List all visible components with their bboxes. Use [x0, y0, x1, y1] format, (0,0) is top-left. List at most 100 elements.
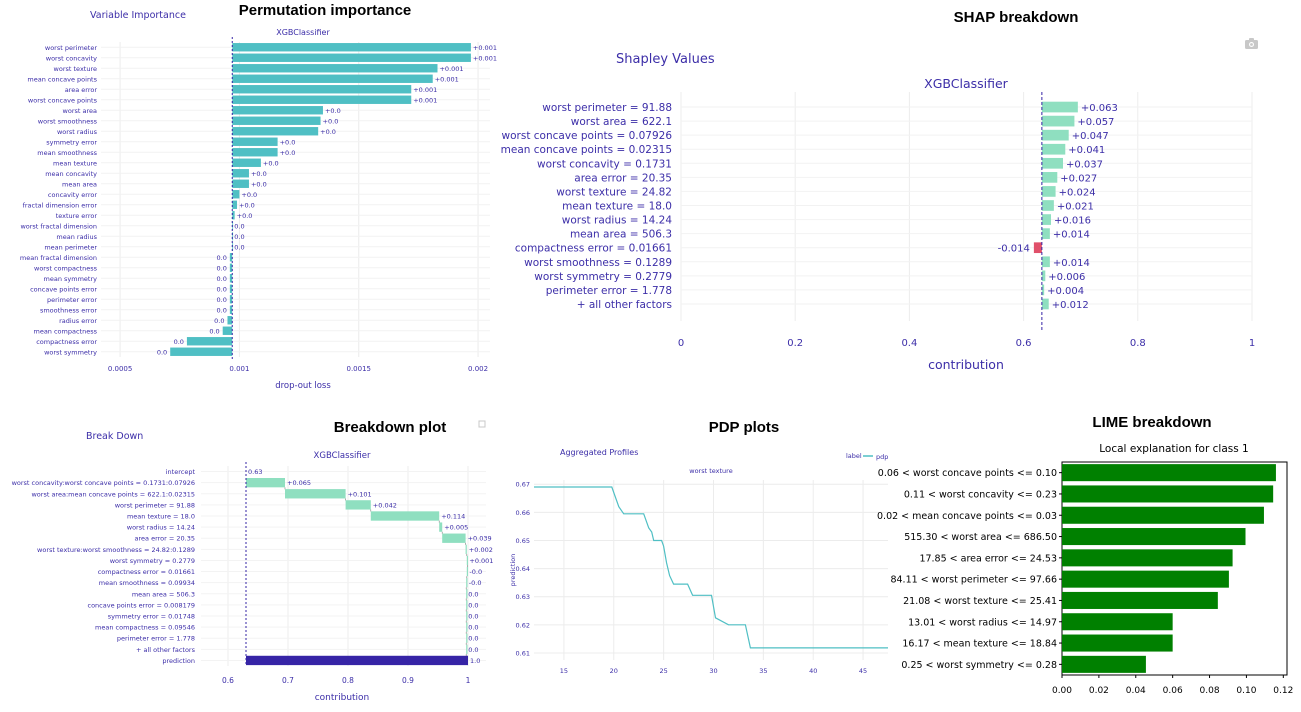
data-label: +0.063 — [1081, 103, 1118, 114]
data-label: +0.065 — [287, 479, 311, 487]
data-label: -0.0 — [469, 579, 482, 587]
bar — [232, 137, 278, 146]
y-tick-label: worst radius — [57, 128, 98, 136]
y-tick-label: worst concavity:worst concave points = 0… — [12, 479, 195, 487]
y-tick-label: prediction — [162, 657, 195, 665]
data-label: +0.057 — [1077, 117, 1114, 128]
bar — [442, 533, 466, 543]
modebar-icon[interactable] — [478, 420, 486, 428]
bar — [1041, 284, 1045, 296]
data-label: +0.016 — [1054, 216, 1091, 227]
x-tick-label: 0.12 — [1273, 686, 1293, 696]
plot-frame — [1061, 461, 1288, 676]
y-tick-label: mean symmetry — [44, 275, 98, 283]
data-label: 0.0 — [468, 646, 478, 654]
y-tick-label: worst concave points — [28, 96, 98, 104]
x-tick-label: 1 — [1249, 338, 1255, 349]
data-label: +0.0 — [237, 212, 253, 220]
data-label: +0.024 — [1059, 187, 1096, 198]
data-label: 0.0 — [157, 348, 167, 356]
y-tick-label: fractal dimension error — [23, 201, 98, 209]
data-label: 0.0 — [217, 296, 227, 304]
y-tick-label: concavity error — [48, 191, 97, 199]
data-label: +0.114 — [441, 513, 465, 521]
bar — [232, 200, 238, 209]
data-label: +0.0 — [251, 180, 267, 188]
data-label: 0.0 — [217, 275, 227, 283]
data-label: +0.101 — [348, 490, 372, 498]
y-tick-label: area error — [65, 86, 98, 94]
data-label: -0.014 — [998, 244, 1030, 255]
y-tick-label: mean smoothness = 0.09934 — [99, 579, 195, 587]
x-tick-label: 35 — [759, 667, 767, 675]
bar — [232, 74, 433, 83]
x-tick-label: 0.04 — [1126, 686, 1146, 696]
lime-chart: 0.00 0.02 0.04 0.06 0.08 0.10 0.12 0.06 < worst… — [877, 443, 1293, 696]
y-tick-label: 0.62 — [516, 621, 530, 629]
data-label: 0.0 — [468, 613, 478, 621]
bar — [1041, 143, 1066, 155]
chart-subtitle: worst texture — [689, 467, 732, 475]
bar — [229, 305, 233, 314]
data-label: -0.0 — [469, 568, 482, 576]
data-label: 0.0 — [468, 624, 478, 632]
x-tick-label: 0.9 — [402, 676, 414, 685]
y-tick-label: worst symmetry = 0.2779 — [534, 271, 672, 283]
data-label: +0.042 — [373, 501, 397, 509]
bar — [345, 500, 371, 510]
y-tick-label: 0.63 — [516, 593, 530, 601]
y-tick-label: mean area — [62, 180, 97, 188]
y-tick-label: mean fractal dimension — [20, 254, 97, 262]
data-label: +0.0 — [280, 149, 296, 157]
y-tick-label: mean concave points = 0.02315 — [501, 144, 672, 156]
chart-title: Aggregated Profiles — [560, 448, 638, 457]
bar — [170, 347, 233, 356]
y-tick-label: perimeter error = 1.778 — [546, 285, 672, 297]
data-label: +0.005 — [444, 524, 468, 532]
data-label: +0.014 — [1053, 258, 1090, 269]
data-label: +0.001 — [413, 86, 437, 94]
bar — [1062, 591, 1218, 609]
shap-breakdown-chart: 0 0.2 0.4 0.6 0.8 1 worst perimeter = 91.88 +0.… — [501, 52, 1256, 372]
chart-subtitle: XGBClassifier — [276, 28, 330, 37]
x-tick-label: 0 — [678, 338, 684, 349]
y-tick-label: worst smoothness — [38, 117, 98, 125]
bar — [1041, 214, 1052, 225]
y-tick-label: worst radius = 14.24 — [562, 215, 673, 227]
y-tick-label: mean texture = 18.0 — [562, 201, 672, 213]
y-tick-label: concave points error — [30, 285, 97, 293]
bar — [232, 53, 471, 62]
y-tick-label: 0.25 < worst symmetry <= 0.28 — [901, 660, 1057, 671]
x-tick-label: 0.001 — [229, 365, 249, 373]
bar — [227, 316, 233, 325]
bar — [466, 622, 468, 632]
data-label: 0.0 — [217, 264, 227, 272]
data-label: 0.0 — [468, 601, 478, 609]
bar — [285, 489, 346, 499]
chart-title: Shapley Values — [616, 52, 715, 67]
data-label: +0.001 — [473, 44, 497, 52]
bar — [1041, 270, 1046, 282]
y-tick-label: worst smoothness = 0.1289 — [524, 257, 672, 269]
x-tick-label: 0.06 — [1163, 686, 1183, 696]
y-tick-label: mean smoothness — [37, 149, 97, 157]
bar — [232, 85, 412, 94]
y-tick-label: worst area — [63, 107, 97, 115]
x-tick-label: 0.08 — [1200, 686, 1220, 696]
y-tick-label: mean texture = 18.0 — [127, 513, 195, 521]
bar — [232, 148, 278, 157]
y-tick-label: 0.61 — [516, 649, 530, 657]
data-label: +0.0 — [325, 107, 341, 115]
data-label: +0.014 — [1053, 230, 1090, 241]
y-tick-label: symmetry error — [46, 138, 97, 146]
bar — [1062, 464, 1276, 482]
data-label: 0.0 — [217, 254, 227, 262]
camera-icon[interactable] — [1245, 38, 1258, 49]
bar — [246, 655, 468, 666]
data-label: 0.0 — [217, 306, 227, 314]
x-tick-label: 15 — [560, 667, 568, 675]
y-tick-label: 0.67 — [516, 481, 530, 489]
bar — [1041, 157, 1063, 169]
data-label: 0.0 — [468, 590, 478, 598]
